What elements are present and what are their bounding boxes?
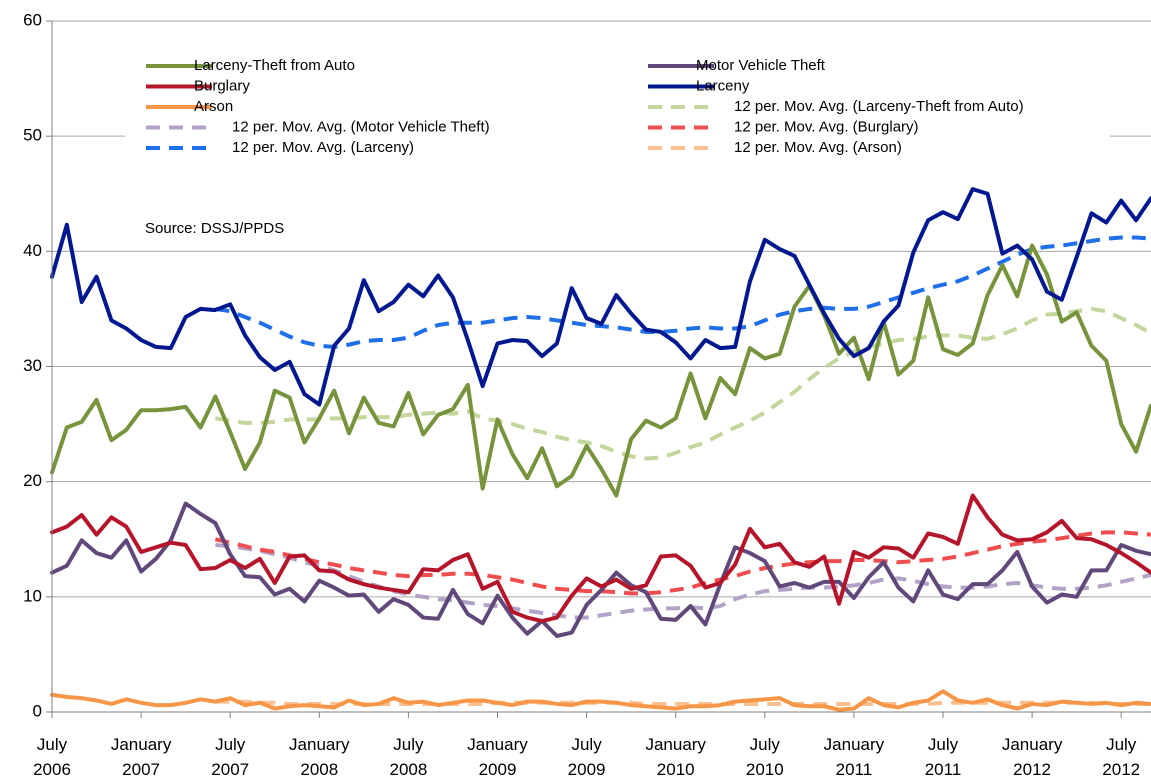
legend-background [125,52,1110,174]
legend-label: Larceny [696,77,750,94]
series-line [50,689,1151,712]
legend-label: Motor Vehicle Theft [696,57,826,74]
series-line [214,530,1151,596]
legend-label: 12 per. Mov. Avg. (Motor Vehicle Theft) [232,118,490,135]
plot-lines [50,187,1151,712]
legend-label: Larceny-Theft from Auto [194,57,355,74]
y-tick-label: 50 [23,126,42,145]
x-tick-label: January 2012 [1002,735,1063,779]
series-line [215,306,1151,461]
x-tick-label: January 2011 [824,735,885,779]
y-tick-label: 0 [33,701,42,720]
axes: 0 10 20 30 40 50 60 July 2006 January 2007 July 2007… [23,10,1151,779]
source-note: Source: DSSJ/PPDS [145,220,284,237]
series-line [215,235,1151,349]
y-tick-label: 60 [23,10,42,29]
x-tick-label: July 2012 [1102,735,1140,779]
x-tick-label: July 2006 [33,735,71,779]
x-tick-label: January 2007 [111,735,172,779]
legend-label: Burglary [194,77,250,94]
legend-label: 12 per. Mov. Avg. (Larceny-Theft from Au… [734,98,1024,115]
series-line [50,493,1151,624]
legend-label: Arson [194,98,233,115]
x-tick-label: July 2009 [568,735,606,779]
legend: Larceny-Theft from Auto Motor Vehicle The… [125,52,1110,174]
x-tick-label: July 2010 [746,735,784,779]
y-tick-label: 20 [23,471,42,490]
y-tick-label: 30 [23,356,42,375]
x-tick-label: July 2007 [211,735,249,779]
x-tick-label: January 2009 [467,735,528,779]
legend-label: 12 per. Mov. Avg. (Burglary) [734,118,919,135]
series-line [50,243,1151,498]
legend-label: 12 per. Mov. Avg. (Arson) [734,139,902,156]
series-line [215,699,1151,706]
x-tick-label: July 2008 [389,735,427,779]
y-tick-label: 10 [23,586,42,605]
x-tick-label: January 2008 [289,735,350,779]
legend-label: 12 per. Mov. Avg. (Larceny) [232,139,414,156]
x-tick-label: July 2011 [925,735,962,779]
series-line [50,187,1151,407]
x-tick-label: January 2010 [645,735,706,779]
y-tick-label: 40 [23,241,42,260]
